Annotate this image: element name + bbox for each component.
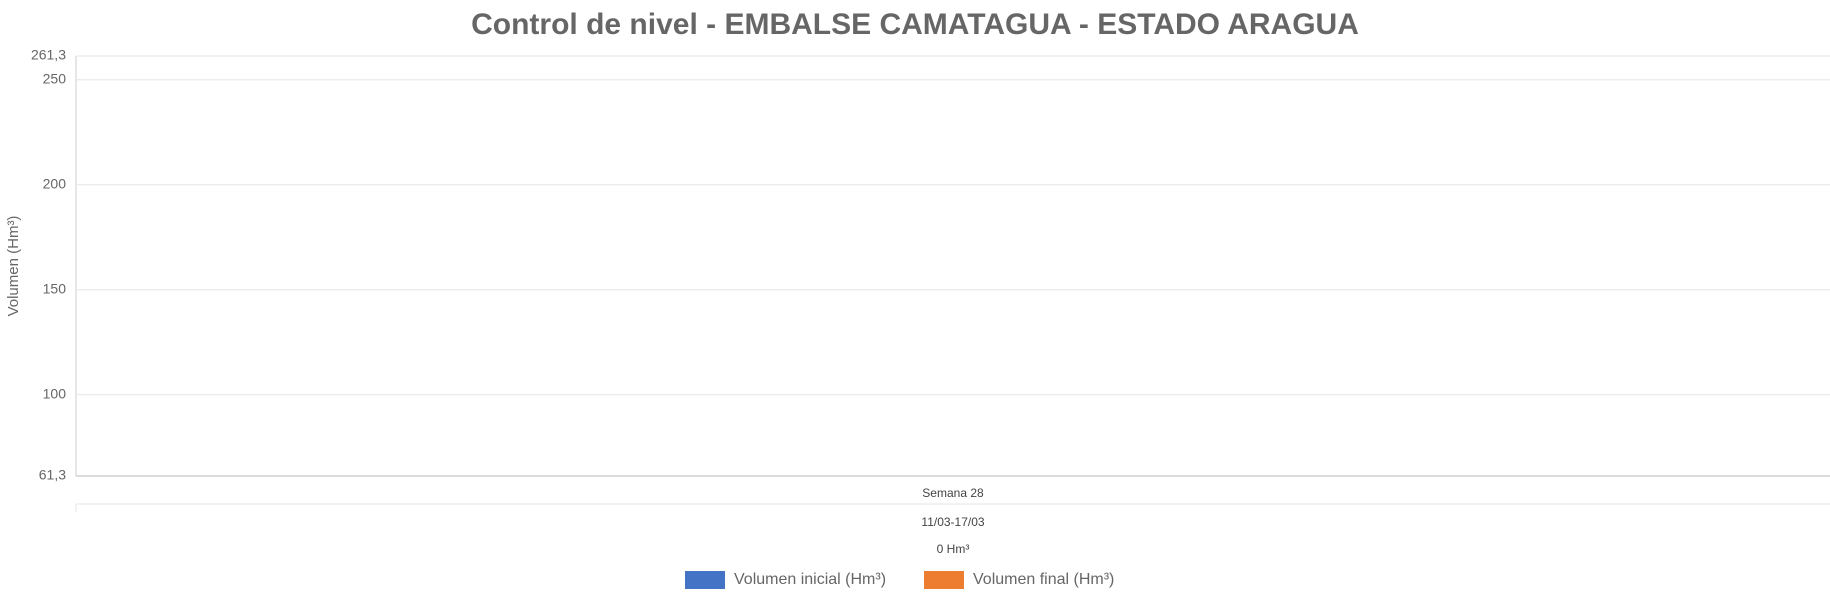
legend-label: Volumen inicial (Hm³) [734,571,886,588]
y-tick-label: 200 [43,175,67,191]
legend-label: Volumen final (Hm³) [973,571,1114,588]
chart-title: Control de nivel - EMBALSE CAMATAGUA - E… [471,8,1359,41]
x-tick-label: Semana 28 [922,486,984,500]
y-axis-title: Volumen (Hm³) [5,216,22,317]
y-tick-label: 250 [43,70,67,86]
y-tick-label: 261,3 [31,47,66,63]
x-tick-difference: 0 Hm³ [937,542,970,556]
y-tick-label: 150 [43,280,67,296]
y-tick-label: 100 [43,385,67,401]
legend-swatch [924,571,964,589]
x-tick-date: 11/03-17/03 [921,515,984,529]
y-tick-label: 61,3 [39,467,66,483]
legend-swatch [685,571,725,589]
